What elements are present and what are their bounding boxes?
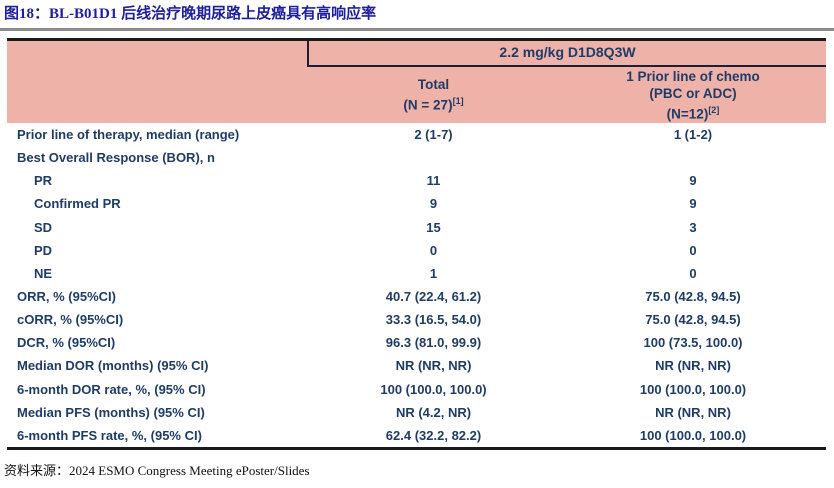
table-row: NE 1 0 (7, 262, 826, 285)
cell-value-prior: 75.0 (42.8, 94.5) (645, 289, 741, 305)
cell-value-total: 1 (429, 265, 438, 281)
table-row: Prior line of therapy, median (range) 2 (… (7, 123, 826, 146)
total-header-line2: (N = 27)[1] (403, 96, 464, 113)
table-body: Prior line of therapy, median (range) 2 (… (7, 123, 826, 447)
table-row: Best Overall Response (BOR), n (7, 146, 826, 169)
row-label: SD (34, 219, 53, 235)
results-table: 2.2 mg/kg D1D8Q3W Total (N = 27)[1] 1 Pr… (7, 38, 826, 450)
row-label: ORR, % (95%CI) (17, 289, 116, 305)
row-label: Prior line of therapy, median (range) (17, 127, 240, 143)
prior-header-line2: (PBC or ADC) (649, 85, 737, 101)
table-row: cORR, % (95%CI) 33.3 (16.5, 54.0) 75.0 (42… (7, 308, 826, 331)
cell-value-total: 9 (429, 196, 438, 212)
total-header-line1: Total (417, 77, 450, 93)
prior-header-line3: (N=12)[2] (666, 104, 720, 122)
column-header-total: Total (N = 27)[1] (307, 76, 560, 114)
cell-value-total: 15 (426, 219, 441, 235)
row-label: 6-month DOR rate, %, (95% CI) (17, 381, 206, 397)
source-label: 资料来源： (4, 462, 70, 478)
cell-value-prior: 100 (100.0, 100.0) (639, 381, 747, 397)
column-headers-row: Total (N = 27)[1] 1 Prior line of chemo … (7, 67, 826, 123)
dose-group-header: 2.2 mg/kg D1D8Q3W (307, 41, 826, 67)
cell-value-prior: 0 (689, 242, 697, 258)
table-row: DCR, % (95%CI) 96.3 (81.0, 99.9) 100 (73.5… (7, 331, 826, 354)
table-row: 6-month PFS rate, %, (95% CI) 62.4 (32.2,… (7, 424, 826, 447)
source-note: 资料来源：2024 ESMO Congress Meeting ePoster/… (4, 460, 834, 479)
cell-value-prior: 1 (1-2) (673, 127, 713, 143)
cell-value-total: 62.4 (32.2, 82.2) (385, 427, 482, 443)
figure-title: 图18：BL-B01D1 后线治疗晚期尿路上皮癌具有高响应率 (4, 6, 377, 22)
table-row: Confirmed PR 9 9 (7, 192, 826, 215)
dose-group-row: 2.2 mg/kg D1D8Q3W (7, 41, 826, 67)
cell-value-total: 40.7 (22.4, 61.2) (385, 289, 482, 305)
row-label: Confirmed PR (34, 196, 121, 212)
table-row: PD 0 0 (7, 239, 826, 262)
cell-value-total: 100 (100.0, 100.0) (380, 381, 487, 397)
footnote-ref-1: [1] (452, 96, 464, 107)
cell-value-prior: 0 (689, 265, 697, 281)
row-label: cORR, % (95%CI) (17, 312, 124, 328)
table-row: 6-month DOR rate, %, (95% CI) 100 (100.0,… (7, 378, 826, 401)
title-divider (0, 28, 834, 31)
cell-value-total: 2 (1-7) (414, 127, 453, 143)
table-row: Median DOR (months) (95% CI) NR (NR, NR) N… (7, 354, 826, 377)
cell-value-total: NR (NR, NR) (395, 358, 472, 374)
cell-value-total: 33.3 (16.5, 54.0) (385, 312, 482, 328)
row-label: PD (34, 242, 53, 258)
table-header: 2.2 mg/kg D1D8Q3W Total (N = 27)[1] 1 Pr… (7, 41, 826, 123)
cell-value-prior: 100 (100.0, 100.0) (639, 427, 747, 443)
cell-value-prior: 3 (689, 219, 697, 235)
cell-value-prior: 75.0 (42.8, 94.5) (645, 312, 741, 328)
prior-header-line1: 1 Prior line of chemo (626, 68, 760, 84)
row-label: NE (34, 265, 53, 281)
cell-value-prior: 100 (73.5, 100.0) (643, 335, 743, 351)
footnote-ref-2: [2] (708, 104, 720, 115)
row-label: Median PFS (months) (95% CI) (17, 404, 205, 420)
cell-value-total: 96.3 (81.0, 99.9) (385, 335, 482, 351)
row-label: 6-month PFS rate, %, (95% CI) (17, 427, 202, 443)
row-label: PR (34, 173, 53, 189)
cell-value-prior: 9 (689, 196, 697, 212)
cell-value-prior: NR (NR, NR) (655, 404, 731, 420)
table-row: Median PFS (months) (95% CI) NR (4.2, NR)… (7, 401, 826, 424)
cell-value-prior: 9 (689, 173, 697, 189)
cell-value-total: NR (4.2, NR) (395, 404, 472, 420)
table-row: SD 15 3 (7, 216, 826, 239)
cell-value-total: 0 (429, 242, 438, 258)
row-label: Median DOR (months) (95% CI) (17, 358, 209, 374)
cell-value-prior: NR (NR, NR) (655, 358, 731, 374)
row-label: DCR, % (95%CI) (17, 335, 116, 351)
column-header-prior: 1 Prior line of chemo (PBC or ADC) (N=12… (560, 68, 826, 123)
table-row: ORR, % (95%CI) 40.7 (22.4, 61.2) 75.0 (42.… (7, 285, 826, 308)
table-row: PR 11 9 (7, 169, 826, 192)
source-text: 2024 ESMO Congress Meeting ePoster/Slide… (69, 462, 310, 478)
row-label: Best Overall Response (BOR), n (17, 150, 215, 166)
cell-value-total: 11 (426, 173, 441, 189)
